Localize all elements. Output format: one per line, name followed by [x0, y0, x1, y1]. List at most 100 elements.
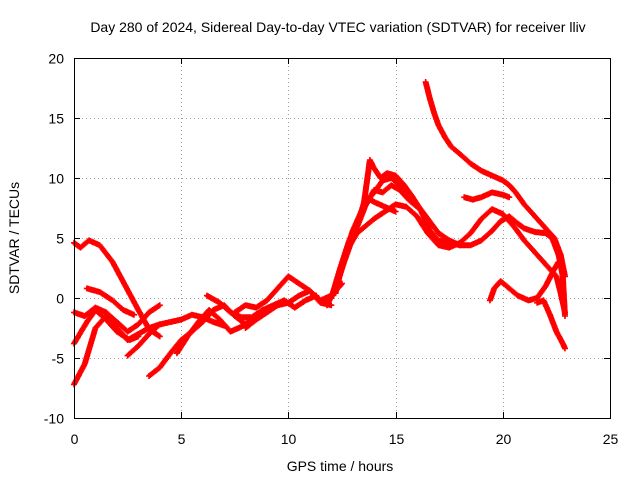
data-point — [156, 333, 163, 340]
data-point-run — [96, 289, 115, 303]
y-tick-label: 20 — [48, 51, 64, 67]
series-track-14 — [332, 182, 420, 297]
data-point-run — [388, 175, 402, 188]
data-point — [562, 273, 568, 280]
y-tick-label: 15 — [48, 111, 64, 127]
data-point-run — [206, 307, 222, 322]
data-point-run — [506, 213, 520, 226]
data-point-run — [173, 334, 190, 357]
data-point-run — [362, 216, 376, 229]
x-tick-label: 10 — [281, 431, 297, 447]
data-point-run — [396, 187, 411, 202]
data-point-run — [510, 223, 527, 243]
data-point-run — [547, 311, 559, 334]
y-axis-label: SDTVAR / TECUs — [6, 182, 22, 294]
data-point-run — [156, 319, 172, 328]
y-tick-label: 5 — [56, 231, 64, 247]
data-point-run — [542, 225, 557, 240]
data-point — [392, 208, 399, 215]
data-point-run — [424, 215, 441, 235]
data-point-run — [366, 157, 377, 170]
data-point-run — [403, 203, 419, 219]
data-point-run — [401, 182, 415, 199]
data-point-run — [414, 213, 430, 235]
series-track-20 — [534, 297, 568, 352]
data-point — [562, 345, 568, 352]
x-tick-label: 20 — [496, 431, 512, 447]
series-track-15 — [336, 201, 568, 316]
data-point — [156, 302, 163, 309]
data-point-run — [83, 308, 98, 325]
data-point-run — [274, 274, 291, 292]
data-point-run — [285, 273, 301, 286]
data-point-run — [424, 230, 441, 248]
data-point-run — [551, 235, 564, 257]
data-point-run — [253, 310, 269, 323]
x-tick-label: 5 — [178, 431, 186, 447]
data-point-run — [195, 308, 212, 325]
data-point-run — [532, 213, 548, 231]
data-point-run — [422, 79, 433, 101]
data-point-run — [405, 196, 419, 209]
data-point-run — [135, 332, 152, 349]
y-tick-label: 10 — [48, 171, 64, 187]
data-point-run — [306, 287, 323, 305]
data-point-run — [448, 143, 462, 156]
grid-lines — [74, 58, 610, 418]
data-point-run — [253, 298, 269, 311]
data-markers — [71, 79, 568, 388]
data-point-run — [521, 201, 537, 219]
data-point — [555, 259, 562, 265]
data-point-run — [81, 326, 98, 367]
data-point-run — [418, 208, 433, 233]
data-point-run — [103, 309, 119, 324]
data-point-run — [354, 224, 368, 237]
data-point-run — [512, 189, 527, 207]
x-tick-label: 25 — [603, 431, 619, 447]
data-point-run — [291, 298, 308, 311]
data-point-run — [534, 284, 548, 301]
y-tick-label: -10 — [44, 411, 64, 427]
data-point-run — [532, 249, 548, 267]
x-tick-label: 0 — [71, 431, 79, 447]
series-track-1 — [71, 237, 163, 340]
y-tick-label: -5 — [52, 351, 65, 367]
data-point-run — [336, 246, 351, 277]
data-point-run — [542, 267, 557, 289]
data-point — [506, 194, 513, 201]
data-point-run — [426, 227, 441, 243]
data-point-run — [557, 251, 568, 278]
series-track-11 — [242, 287, 335, 331]
axis-ticks: 0 5 10 15 20 25 -10 -5 0 5 10 15 20 — [44, 51, 619, 448]
x-tick-label: 15 — [389, 431, 405, 447]
series-track-18 — [461, 189, 513, 203]
data-point — [414, 203, 420, 210]
data-point — [562, 309, 568, 316]
data-point-run — [184, 320, 201, 340]
data-point-run — [489, 219, 503, 234]
data-point-run — [122, 283, 141, 312]
series-track-19 — [486, 259, 562, 304]
data-point-run — [124, 322, 141, 335]
data-point-run — [354, 195, 369, 229]
y-tick-label: 0 — [56, 291, 64, 307]
data-point-run — [506, 182, 518, 195]
x-axis-label: GPS time / hours — [287, 458, 394, 474]
data-point-run — [426, 95, 437, 115]
data-point-run — [478, 228, 494, 244]
data-point-run — [242, 317, 258, 331]
data-point-run — [124, 344, 141, 359]
data-point-run — [103, 316, 119, 334]
series-track-16 — [354, 194, 399, 229]
data-point-run — [553, 273, 564, 295]
data-point-run — [467, 217, 484, 237]
data-point-run — [497, 278, 511, 291]
data-point-run — [113, 328, 132, 343]
data-point-run — [146, 365, 162, 379]
data-point-run — [216, 316, 233, 334]
data-point-run — [135, 310, 152, 328]
data-point-run — [345, 231, 360, 251]
data-point-run — [540, 297, 553, 317]
data-point-run — [499, 211, 516, 228]
